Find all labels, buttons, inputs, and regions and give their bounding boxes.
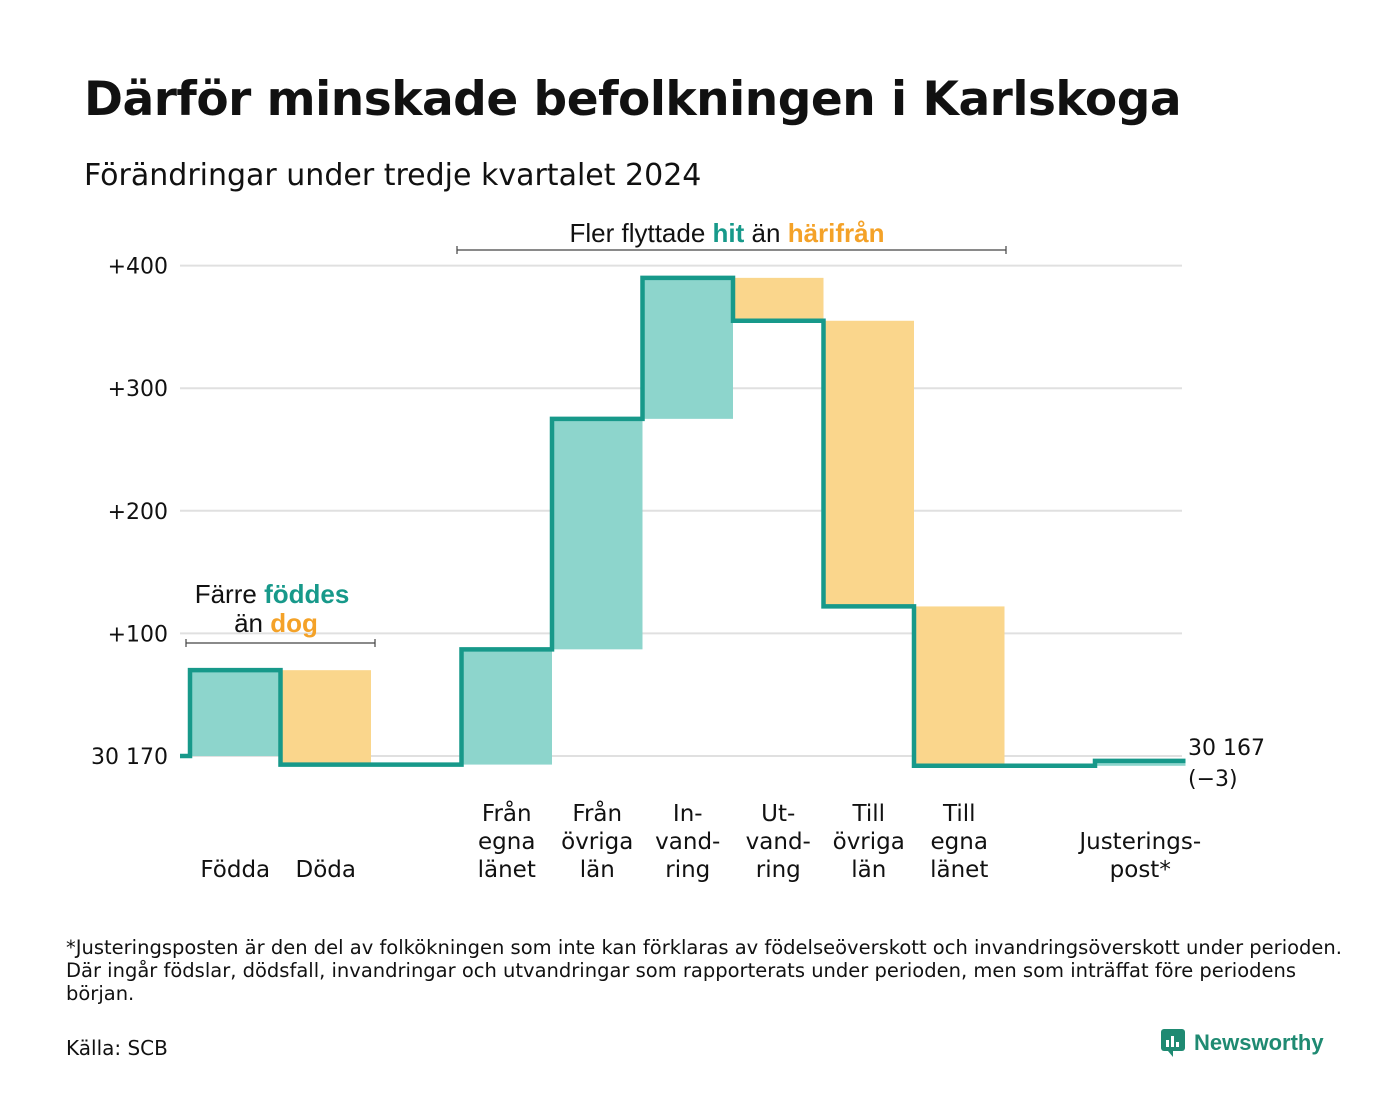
category-label-3-2: länet xyxy=(478,857,536,883)
footnote: *Justeringsposten är den del av folkökni… xyxy=(66,936,1342,1005)
category-label-4-0: Från xyxy=(572,799,622,827)
ann-bd-highlight2: dog xyxy=(270,608,318,638)
y-tick-label-3: +300 xyxy=(108,377,168,402)
category-label-3-1: egna xyxy=(478,829,535,855)
category-label-8-2: länet xyxy=(930,857,988,883)
y-axis-labels: 30 170 +100 +200 +300 +400 xyxy=(91,255,168,770)
ann-mig-highlight2: härifrån xyxy=(788,218,885,248)
cumulative-step-line xyxy=(180,275,1186,769)
category-label-1-0: Döda xyxy=(296,857,356,883)
category-label-6-0: Ut- xyxy=(761,801,795,827)
category-label-4-1: övriga xyxy=(561,829,633,855)
ann-bd-text1: Färre xyxy=(195,579,257,609)
category-label-7-1: övriga xyxy=(833,829,905,855)
y-tick-label-4: +400 xyxy=(108,255,168,280)
end-change-label: (−3) xyxy=(1188,767,1238,792)
bar-5 xyxy=(642,277,733,419)
y-tick-label-1: +100 xyxy=(108,622,168,647)
ann-mig-text2: än xyxy=(752,218,781,248)
bar-10 xyxy=(1095,760,1186,766)
ann-mig-text1: Fler flyttade xyxy=(569,218,705,248)
bracket-migration xyxy=(456,246,1007,254)
bar-0 xyxy=(190,670,281,756)
bar-3 xyxy=(461,649,552,765)
svg-text:Fler flyttade hit: Fler flyttade hit än härifrån xyxy=(569,218,884,248)
bar-6 xyxy=(733,277,824,321)
ann-mig-highlight1: hit xyxy=(713,218,745,248)
step-line xyxy=(180,275,1186,769)
brand-name: Newsworthy xyxy=(1194,1030,1324,1055)
y-tick-label-0: 30 170 xyxy=(91,745,168,770)
chart-subtitle: Förändringar under tredje kvartalet 2024 xyxy=(84,158,702,193)
category-labels: Födda DödaFrånegnalänetFrånövrigalänIn-va… xyxy=(200,799,1201,883)
ann-bd-text2: än xyxy=(234,608,263,638)
bars xyxy=(190,277,1186,766)
newsworthy-logo-icon xyxy=(1161,1029,1185,1057)
y-tick-label-2: +200 xyxy=(108,500,168,525)
category-label-5-2: ring xyxy=(665,857,710,883)
category-label-7-2: län xyxy=(851,857,886,883)
ann-bd-highlight1: föddes xyxy=(264,579,349,609)
annotation-migration: Fler flyttade hit än härifrån xyxy=(456,218,1007,254)
category-label-0-0: Födda xyxy=(200,857,270,883)
svg-text:Färre föddes: Färre föddes xyxy=(195,579,350,609)
brand: Newsworthy xyxy=(1160,1028,1324,1058)
category-label-10-0: Justerings- xyxy=(1077,829,1201,855)
category-label-7-0: Till xyxy=(851,801,885,827)
annotation-births-deaths: Färre föddes än dog xyxy=(185,579,376,647)
category-label-4-2: län xyxy=(580,857,615,883)
category-label-5-1: vand- xyxy=(655,829,720,855)
category-label-8-0: Till xyxy=(942,801,976,827)
waterfall-chart: 30 170+100+200+300+400 Födda DödaFrånegna… xyxy=(91,218,1265,883)
category-label-5-0: In- xyxy=(673,801,703,827)
category-label-6-1: vand- xyxy=(746,829,811,855)
category-label-10-1: post* xyxy=(1110,857,1171,883)
category-label-6-2: ring xyxy=(756,857,801,883)
category-label-8-1: egna xyxy=(931,829,988,855)
bracket-births-deaths xyxy=(185,639,376,647)
bar-4 xyxy=(552,418,643,650)
bar-7 xyxy=(823,320,914,607)
bar-8 xyxy=(914,606,1005,766)
source-label: Källa: SCB xyxy=(66,1036,168,1060)
end-value-label: 30 167 xyxy=(1188,736,1265,761)
svg-text:än dog: än dog xyxy=(234,608,318,638)
bar-1 xyxy=(280,670,371,765)
chart-title: Därför minskade befolkningen i Karlskoga xyxy=(84,72,1182,127)
category-label-3-0: Från xyxy=(482,799,532,827)
